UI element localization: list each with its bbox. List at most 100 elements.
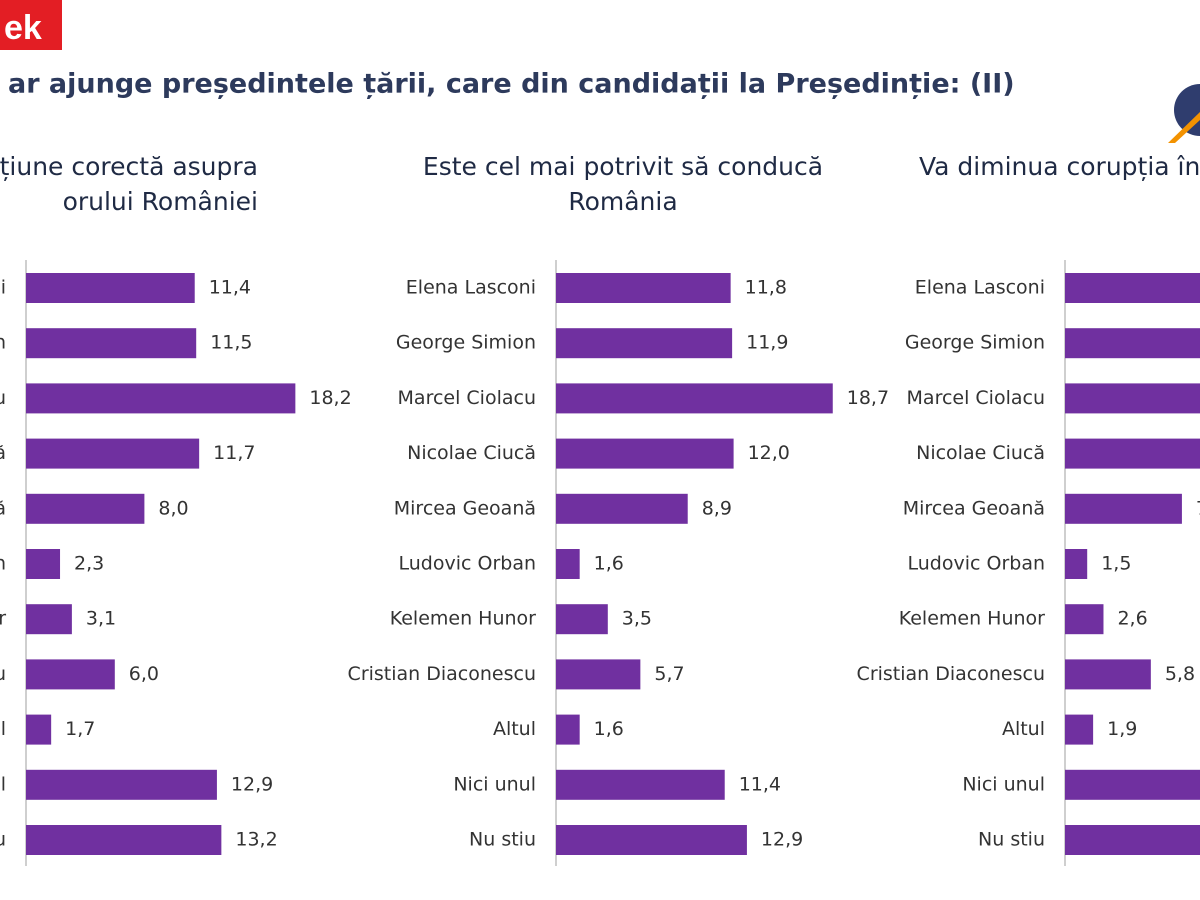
category-label: Kelemen Hunor — [899, 608, 1045, 630]
value-label: 18,7 — [847, 387, 889, 409]
bar — [556, 328, 733, 359]
category-label: u — [0, 829, 6, 851]
category-label: l — [1, 718, 6, 740]
bar — [1065, 383, 1200, 414]
value-label: 1,9 — [1107, 718, 1137, 740]
value-label: 18,2 — [309, 387, 351, 409]
bar — [556, 825, 747, 855]
category-label: Altul — [493, 718, 536, 740]
corner-logo-accent — [1168, 112, 1200, 143]
category-label: Cristian Diaconescu — [857, 663, 1045, 685]
bar — [26, 549, 61, 579]
chart-title: orului României — [63, 187, 258, 216]
category-label: n — [0, 553, 6, 575]
logo-box — [0, 0, 62, 50]
value-label: 11,8 — [745, 277, 787, 299]
bar — [1065, 604, 1104, 635]
category-label: u — [0, 663, 6, 685]
chart-title: România — [568, 187, 677, 216]
category-label: Altul — [1002, 718, 1045, 740]
category-label: Nicolae Ciucă — [407, 442, 536, 464]
category-label: Nici unul — [962, 773, 1045, 795]
value-label: 7,9 — [1196, 497, 1200, 519]
value-label: 3,5 — [622, 608, 652, 630]
category-label: n — [0, 332, 6, 354]
category-label: Elena Lasconi — [406, 277, 536, 299]
bar — [556, 549, 580, 579]
category-label: Nici unul — [453, 773, 536, 795]
bar — [1065, 273, 1200, 303]
category-label: Marcel Ciolacu — [398, 387, 536, 409]
chart-title: Este cel mai potrivit să conducă — [423, 152, 823, 181]
bar — [26, 769, 217, 800]
bar — [1065, 438, 1200, 469]
value-label: 6,0 — [129, 663, 159, 685]
category-label: Marcel Ciolacu — [907, 387, 1045, 409]
value-label: 8,0 — [158, 497, 188, 519]
bar — [26, 659, 115, 690]
value-label: 1,6 — [594, 553, 624, 575]
bar — [26, 383, 296, 414]
category-label: Mircea Geoană — [903, 497, 1045, 519]
slide-title: ar ajunge președintele țării, care din c… — [8, 69, 1015, 100]
category-label: Cristian Diaconescu — [348, 663, 536, 685]
value-label: 8,9 — [702, 497, 732, 519]
category-label: i — [1, 277, 6, 299]
logo-text: ek — [4, 9, 42, 47]
value-label: 5,7 — [654, 663, 684, 685]
chart-title: țiune corectă asupra — [0, 152, 258, 181]
category-label: Nu stiu — [469, 829, 536, 851]
bar — [1065, 659, 1151, 690]
category-label: Mircea Geoană — [394, 497, 536, 519]
value-label: 1,6 — [594, 718, 624, 740]
bar — [26, 328, 197, 359]
bar — [26, 825, 222, 855]
category-label: George Simion — [396, 332, 536, 354]
bar — [1065, 714, 1094, 745]
bar — [26, 438, 200, 469]
bar — [1065, 328, 1200, 359]
value-label: 3,1 — [86, 608, 116, 630]
value-label: 2,6 — [1117, 608, 1147, 630]
chart-title: Va diminua corupția în — [919, 152, 1200, 181]
bar — [556, 769, 725, 800]
bar — [556, 273, 731, 303]
category-label: Nu stiu — [978, 829, 1045, 851]
value-label: 12,9 — [761, 829, 803, 851]
bar — [556, 714, 580, 745]
value-label: 11,4 — [209, 277, 251, 299]
value-label: 11,9 — [746, 332, 788, 354]
category-label: Nicolae Ciucă — [916, 442, 1045, 464]
category-label: ă — [0, 442, 6, 464]
bar — [556, 438, 734, 469]
bar — [556, 604, 608, 635]
value-label: 2,3 — [74, 553, 104, 575]
bar — [556, 659, 641, 690]
category-label: Ludovic Orban — [908, 553, 1046, 575]
bar — [1065, 549, 1088, 579]
category-label: Ludovic Orban — [399, 553, 537, 575]
value-label: 1,5 — [1101, 553, 1131, 575]
bar — [26, 604, 72, 635]
value-label: 12,0 — [748, 442, 790, 464]
category-label: ă — [0, 497, 6, 519]
category-label: Kelemen Hunor — [390, 608, 536, 630]
category-label: u — [0, 387, 6, 409]
value-label: 11,5 — [210, 332, 252, 354]
category-label: l — [1, 773, 6, 795]
bar — [26, 493, 145, 524]
category-label: George Simion — [905, 332, 1045, 354]
category-label: Elena Lasconi — [915, 277, 1045, 299]
bar — [26, 273, 195, 303]
value-label: 13,2 — [235, 829, 277, 851]
value-label: 5,8 — [1165, 663, 1195, 685]
bar — [556, 493, 688, 524]
bar — [1065, 493, 1182, 524]
value-label: 11,7 — [213, 442, 255, 464]
bar — [26, 714, 52, 745]
value-label: 1,7 — [65, 718, 95, 740]
bar — [1065, 825, 1200, 855]
bar — [1065, 769, 1200, 800]
